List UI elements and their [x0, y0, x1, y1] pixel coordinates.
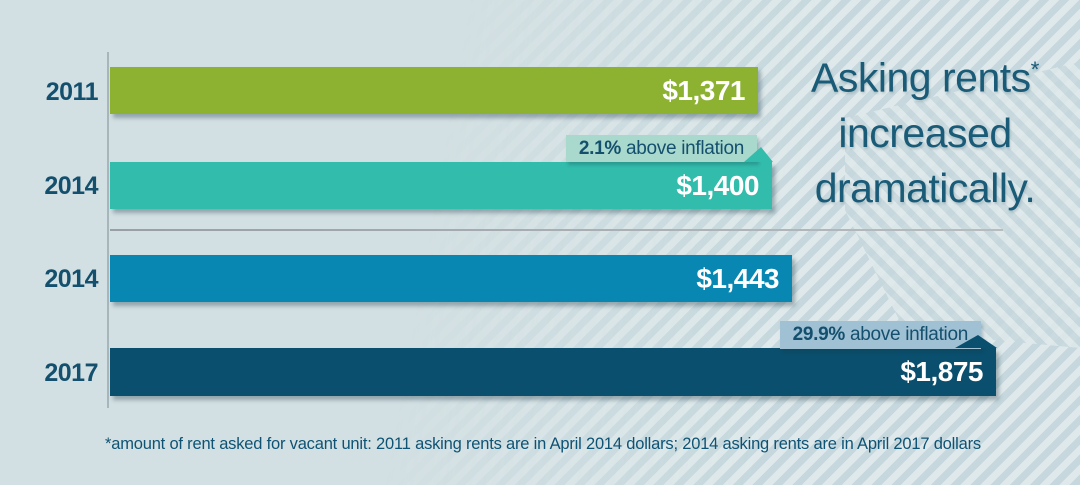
annotation-percent: 29.9%: [792, 324, 846, 345]
year-label-2011: 2011: [45, 78, 99, 106]
bar-2011-rent: $1,371: [110, 67, 758, 114]
title-line-3: dramatically.: [814, 164, 1036, 211]
annotation-pointer-icon: [744, 147, 773, 162]
title-line-1: Asking rents*: [811, 54, 1040, 101]
bar-value-label: $1,443: [696, 262, 779, 294]
bar-2014-nominal-rent: $1,400: [110, 162, 772, 209]
bar-value-label: $1,400: [676, 169, 759, 201]
chart-title: Asking rents* increased dramatically.: [790, 42, 1060, 216]
bar-2017-rent: $1,875: [110, 348, 996, 396]
year-label-2014-top: 2014: [44, 172, 98, 200]
annotation-2014-above-inflation: 2.1% above inflation: [565, 135, 757, 162]
annotation-text: above inflation: [844, 324, 968, 345]
bar-value-label: $1,875: [900, 356, 983, 387]
bar-value-label: $1,371: [662, 74, 745, 106]
bar-2014-real-rent: $1,443: [110, 255, 792, 302]
annotation-pointer-icon: [955, 335, 997, 348]
year-label-2014-bottom: 2014: [44, 265, 98, 293]
annotation-2017-above-inflation: 29.9% above inflation: [779, 321, 981, 349]
title-asterisk: *: [1030, 57, 1040, 82]
footnote: *amount of rent asked for vacant unit: 2…: [105, 435, 981, 453]
group-separator-line: [110, 229, 1003, 231]
y-axis-line: [107, 52, 109, 408]
title-line-2: increased: [838, 109, 1012, 156]
annotation-text: above inflation: [620, 138, 744, 159]
annotation-percent: 2.1%: [578, 138, 621, 159]
year-label-2017: 2017: [44, 359, 98, 387]
